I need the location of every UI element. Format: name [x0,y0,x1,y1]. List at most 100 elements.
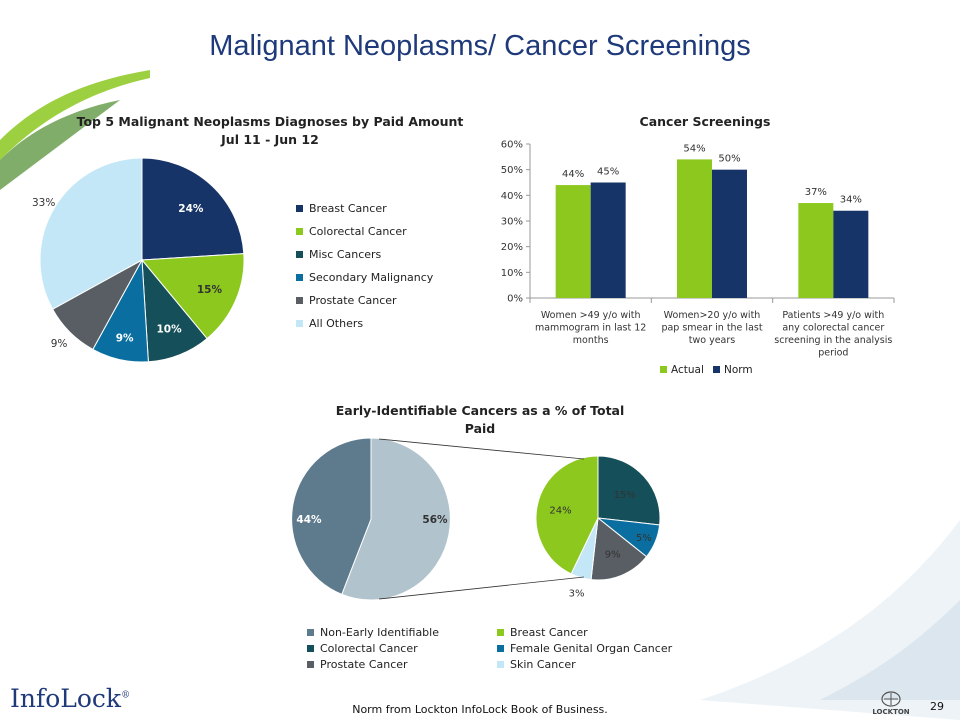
legend-swatch [296,297,303,304]
legend-label: Prostate Cancer [309,294,397,307]
y-tick-label: 40% [501,191,523,202]
pie-slice-breast-cancer [141,157,245,261]
legend-label: Breast Cancer [309,202,387,215]
pie-label-all-others: 33% [32,197,55,209]
legend-swatch [307,644,314,652]
y-tick-label: 60% [501,140,523,151]
diagnoses-pie-chart: 24% 15% 10% 9% 9% 33% [32,157,245,363]
brand-text: LOCKTON [872,708,909,716]
legend-item-misc-cancers: Misc Cancers [296,243,433,266]
pie-slice-all-others [39,157,143,310]
legend-item-female-genital-organ-cancer: Female Genital Organ Cancer [497,640,727,656]
legend-label: All Others [309,317,364,330]
legend-item-secondary-malignancy: Secondary Malignancy [296,266,433,289]
breakout-slice-colorectal-cancer [597,455,661,526]
x-category-label: Women >49 y/o with [541,310,641,321]
x-category-label: months [573,335,609,346]
legend-swatch [497,644,504,652]
x-category-label: Women>20 y/o with [664,310,761,321]
bar-value-label: 44% [562,169,584,180]
pie-chart-subtitle: Jul 11 - Jun 12 [221,132,319,147]
legend-label: Misc Cancers [309,248,382,261]
bar-actual-2 [677,159,712,298]
legend-label-actual: Actual [671,364,704,376]
breakout-label-prostate-cancer: 9% [605,550,621,561]
legend-swatch [296,320,303,327]
pie-label-colorectal-cancer: 15% [197,284,223,296]
bar-actual-1 [555,185,591,298]
main-pie-slice-non-early-identifiable [341,437,451,601]
main-pie-label-non-early: 56% [422,514,448,526]
x-category-label: Patients >49 y/o with [782,310,884,321]
x-category-label: mammogram in last 12 [535,323,646,334]
breakout-slice-breast-cancer [535,455,599,575]
breakout-label-skin-cancer: 3% [569,588,585,599]
legend-label: Breast Cancer [510,625,588,639]
legend-label: Secondary Malignancy [309,271,434,284]
legend-swatch-actual [660,366,667,373]
main-pie-slice-early-identifiable [291,437,372,595]
breakout-label-colorectal-cancer: 15% [614,490,636,501]
pie-label-breast-cancer: 24% [178,203,204,215]
legend-swatch [296,251,303,258]
y-tick-label: 30% [501,217,523,228]
bar-value-label: 34% [840,195,862,206]
y-tick-label: 0% [507,294,523,305]
x-category-label: any colorectal cancer [782,323,884,334]
legend-label: Non-Early Identifiable [320,625,439,639]
bar-value-label: 45% [597,167,619,178]
bar-norm-2 [712,169,747,298]
pie-label-prostate-cancer: 9% [51,338,68,350]
connector-line-bottom [378,576,585,600]
legend-item-all-others: All Others [296,312,433,335]
bar-norm-3 [833,210,869,298]
bar-value-label: 37% [805,187,827,198]
diagnoses-pie-legend: Breast Cancer Colorectal Cancer Misc Cance… [296,197,433,335]
lockton-logo: LOCKTON [872,691,910,716]
legend-label: Skin Cancer [510,657,576,671]
breakout-slice-prostate-cancer [590,517,648,581]
page-number: 29 [930,700,944,713]
bar-chart-title: Cancer Screenings [639,114,771,129]
early-pie-title: Early-Identifiable Cancers as a % of Tot… [300,402,660,438]
bar-value-label: 54% [683,143,705,154]
bar-actual-3 [798,203,834,298]
logo-text: InfoLock [10,684,122,713]
page-title: Malignant Neoplasms/ Cancer Screenings [209,30,751,62]
early-pie-title-line-2: Paid [464,421,496,436]
legend-label: Female Genital Organ Cancer [510,641,673,655]
bar-norm-1 [590,182,626,298]
legend-swatch [307,660,314,668]
legend-swatch [307,628,314,636]
legend-swatch [296,274,303,281]
legend-item-prostate-cancer: Prostate Cancer [296,289,433,312]
legend-item-breast-cancer: Breast Cancer [296,197,433,220]
legend-swatch-norm [713,366,720,373]
legend-swatch [497,660,504,668]
bar-value-label: 50% [718,154,740,165]
early-identifiable-pie-chart: 56% 44% 15% 5% 9% 3% 24% [291,437,661,601]
early-pie-legend: Non-Early Identifiable Breast Cancer Color… [307,624,727,672]
legend-label: Prostate Cancer [320,657,408,671]
registered-mark: ® [121,690,131,701]
pie-label-secondary-malignancy: 9% [116,333,134,345]
legend-item-breast-cancer: Breast Cancer [497,624,727,640]
main-pie-group [291,437,451,601]
x-category-label: period [818,348,848,359]
y-tick-label: 20% [501,242,523,253]
legend-label: Colorectal Cancer [309,225,407,238]
legend-item-prostate-cancer: Prostate Cancer [307,656,497,672]
legend-item-skin-cancer: Skin Cancer [497,656,727,672]
main-pie-label-early: 44% [296,514,322,526]
connector-line-top [378,438,585,460]
y-tick-label: 10% [501,268,523,279]
infolock-logo: InfoLock® [10,684,130,713]
screenings-bar-chart: 0% 10% 20% 30% 40% 50% 60% 44% 45% Women >49 y/o … [501,140,895,376]
pie-chart-title-text: Top 5 Malignant Neoplasms Diagnoses by P… [76,114,464,129]
breakout-label-breast-cancer: 24% [549,505,571,516]
x-category-label: two years [689,335,736,346]
legend-label: Colorectal Cancer [320,641,418,655]
y-tick-label: 50% [501,165,523,176]
legend-item-non-early-identifiable: Non-Early Identifiable [307,624,497,640]
